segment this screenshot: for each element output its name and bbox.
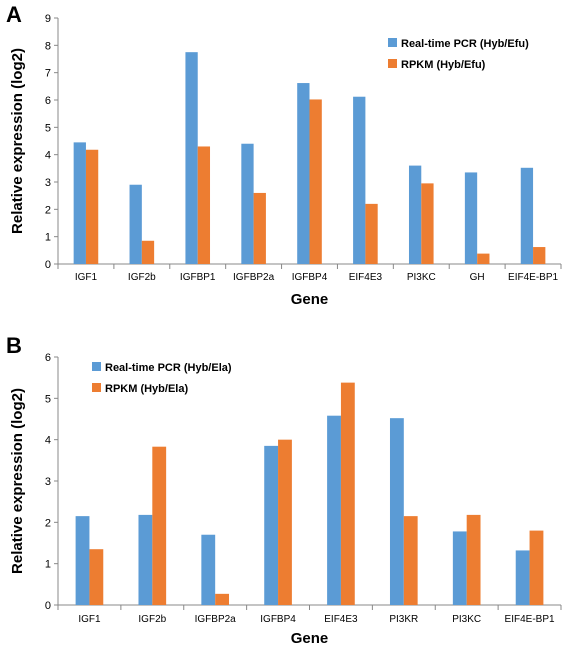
- legend-label: Real-time PCR (Hyb/Efu): [401, 38, 529, 50]
- x-axis-title: Gene: [291, 291, 329, 308]
- x-axis-title: Gene: [291, 630, 329, 647]
- bar-pcr: [241, 143, 254, 264]
- x-tick-label: IGF2b: [138, 614, 166, 625]
- bar-pcr: [520, 167, 534, 264]
- y-tick-label: 0: [45, 600, 51, 612]
- bar-rpkm: [365, 203, 378, 264]
- y-tick-label: 0: [45, 259, 51, 271]
- legend-label: Real-time PCR (Hyb/Ela): [105, 362, 232, 374]
- bar-rpkm: [152, 446, 167, 605]
- legend-label: RPKM (Hyb/Efu): [401, 59, 486, 71]
- bar-pcr: [452, 531, 467, 605]
- x-tick-label: IGFBP4: [260, 614, 296, 625]
- bar-rpkm: [278, 439, 292, 605]
- bar-rpkm: [215, 593, 230, 605]
- bar-pcr: [327, 415, 341, 605]
- y-tick-label: 8: [45, 40, 51, 52]
- bar-pcr: [353, 96, 366, 264]
- legend-swatch: [92, 383, 101, 392]
- panel-letter-a: A: [6, 2, 22, 27]
- x-tick-label: IGFBP1: [180, 272, 216, 283]
- chart-panel-a: A 0 1 2 3 4 5 6 7 8 9 IGF1 IGF2b IGFBP1 IGFBP2a IGFBP4…: [6, 2, 562, 308]
- legend-label: RPKM (Hyb/Ela): [105, 383, 188, 395]
- y-tick-label: 6: [45, 95, 51, 107]
- x-tick-label: EIF4E3: [324, 614, 358, 625]
- bar-pcr: [138, 514, 153, 605]
- bar-pcr: [408, 165, 422, 264]
- bar-rpkm: [421, 183, 434, 264]
- x-tick-label: IGF1: [78, 614, 101, 625]
- y-tick-label: 4: [45, 150, 51, 162]
- bar-rpkm: [85, 149, 99, 264]
- x-tick-label: IGFBP2a: [195, 614, 237, 625]
- y-tick-label: 2: [45, 204, 51, 216]
- bar-rpkm: [529, 530, 544, 605]
- bar-rpkm: [466, 514, 481, 605]
- legend-swatch: [388, 38, 397, 47]
- x-tick-label: GH: [470, 272, 485, 283]
- y-tick-label: 5: [45, 393, 51, 405]
- y-tick-label: 2: [45, 517, 51, 529]
- bar-rpkm: [309, 99, 322, 264]
- x-tick-label: EIF4E-BP1: [505, 614, 555, 625]
- bar-rpkm: [403, 516, 418, 605]
- legend-swatch: [92, 362, 101, 371]
- x-tick-label: PI3KR: [389, 614, 418, 625]
- bar-rpkm: [533, 247, 546, 264]
- bar-pcr: [75, 516, 90, 605]
- chart-panel-b: B 0 1 2 3 4 5 6 IGF1 IGF2b IGFBP2a IGFBP4 EIF4E3 PI3…: [6, 333, 562, 647]
- bar-pcr: [264, 445, 279, 605]
- legend: Real-time PCR (Hyb/Efu) RPKM (Hyb/Efu): [388, 38, 529, 71]
- bar-pcr: [129, 184, 142, 264]
- x-tick-label: IGF2b: [128, 272, 156, 283]
- y-tick-label: 3: [45, 476, 51, 488]
- y-tick-label: 1: [45, 232, 51, 244]
- x-tick-label: IGF1: [75, 272, 98, 283]
- y-tick-label: 5: [45, 122, 51, 134]
- y-axis-title: Relative expression (log2): [9, 48, 26, 234]
- bar-pcr: [515, 550, 530, 605]
- x-tick-label: PI3KC: [452, 614, 481, 625]
- x-tick-label: IGFBP4: [292, 272, 328, 283]
- bar-rpkm: [89, 549, 104, 605]
- x-tick-label: IGFBP2a: [233, 272, 275, 283]
- bar-pcr: [464, 172, 478, 264]
- y-tick-label: 7: [45, 68, 51, 80]
- bar-pcr: [297, 83, 310, 264]
- x-tick-label: EIF4E-BP1: [508, 272, 558, 283]
- bar-rpkm: [477, 253, 490, 264]
- x-tick-label: PI3KC: [407, 272, 436, 283]
- y-tick-label: 1: [45, 559, 51, 571]
- legend-swatch: [388, 59, 397, 68]
- bar-pcr: [389, 418, 404, 605]
- bar-pcr: [201, 534, 216, 605]
- bar-rpkm: [253, 192, 266, 264]
- y-tick-label: 6: [45, 352, 51, 364]
- panel-letter-b: B: [6, 333, 22, 358]
- bar-pcr: [185, 52, 198, 264]
- bar-rpkm: [340, 382, 355, 605]
- y-tick-label: 9: [45, 13, 51, 25]
- x-tick-label: EIF4E3: [349, 272, 383, 283]
- bar-pcr: [73, 142, 86, 264]
- y-tick-label: 3: [45, 177, 51, 189]
- bar-rpkm: [197, 146, 211, 264]
- y-tick-label: 4: [45, 435, 51, 447]
- bar-rpkm: [141, 240, 155, 264]
- legend: Real-time PCR (Hyb/Ela) RPKM (Hyb/Ela): [92, 362, 232, 395]
- y-axis-title: Relative expression (log2): [9, 388, 26, 574]
